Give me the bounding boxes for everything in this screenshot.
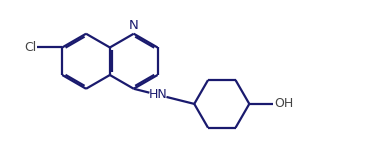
Text: OH: OH	[274, 97, 293, 110]
Text: N: N	[129, 19, 139, 32]
Text: Cl: Cl	[24, 41, 36, 54]
Text: HN: HN	[148, 88, 167, 101]
